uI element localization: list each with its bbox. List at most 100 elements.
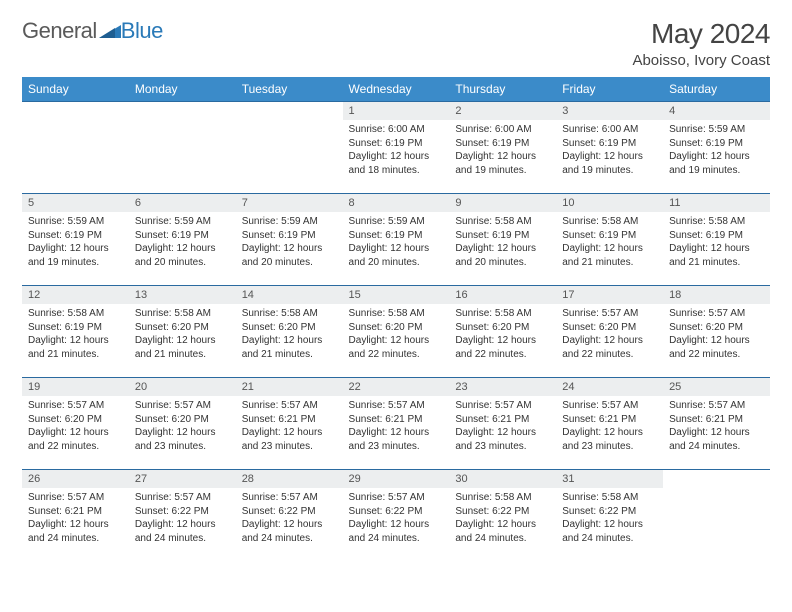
- calendar-day-cell: 3Sunrise: 6:00 AMSunset: 6:19 PMDaylight…: [556, 102, 663, 194]
- day-details: Sunrise: 5:57 AMSunset: 6:22 PMDaylight:…: [236, 488, 343, 550]
- sunset-value: 6:19 PM: [492, 138, 529, 149]
- day-details: Sunrise: 5:57 AMSunset: 6:21 PMDaylight:…: [236, 396, 343, 458]
- weekday-header: Tuesday: [236, 77, 343, 102]
- daylight-value: 12 hours and 20 minutes.: [349, 243, 430, 268]
- calendar-day-cell: 4Sunrise: 5:59 AMSunset: 6:19 PMDaylight…: [663, 102, 770, 194]
- day-details: Sunrise: 5:57 AMSunset: 6:21 PMDaylight:…: [22, 488, 129, 550]
- day-number: 4: [663, 102, 770, 120]
- daylight-value: 12 hours and 24 minutes.: [455, 519, 536, 544]
- day-number: 27: [129, 470, 236, 488]
- daylight-value: 12 hours and 21 minutes.: [242, 335, 323, 360]
- page-header: General Blue May 2024 Aboisso, Ivory Coa…: [22, 18, 770, 69]
- calendar-day-cell: 16Sunrise: 5:58 AMSunset: 6:20 PMDayligh…: [449, 286, 556, 378]
- calendar-day-cell: 25Sunrise: 5:57 AMSunset: 6:21 PMDayligh…: [663, 378, 770, 470]
- sunrise-value: 5:57 AM: [67, 400, 104, 411]
- day-number: 16: [449, 286, 556, 304]
- calendar-day-cell: 1Sunrise: 6:00 AMSunset: 6:19 PMDaylight…: [343, 102, 450, 194]
- daylight-value: 12 hours and 23 minutes.: [349, 427, 430, 452]
- sunrise-value: 5:57 AM: [174, 400, 211, 411]
- sunrise-value: 5:59 AM: [709, 124, 746, 135]
- day-number: 1: [343, 102, 450, 120]
- location-label: Aboisso, Ivory Coast: [632, 52, 770, 69]
- day-number: 28: [236, 470, 343, 488]
- brand-word-1: General: [22, 18, 97, 44]
- daylight-value: 12 hours and 20 minutes.: [135, 243, 216, 268]
- daylight-value: 12 hours and 21 minutes.: [135, 335, 216, 360]
- calendar-day-cell: 21Sunrise: 5:57 AMSunset: 6:21 PMDayligh…: [236, 378, 343, 470]
- day-number: 7: [236, 194, 343, 212]
- daylight-value: 12 hours and 21 minutes.: [28, 335, 109, 360]
- day-details: Sunrise: 5:58 AMSunset: 6:20 PMDaylight:…: [236, 304, 343, 366]
- day-number: 31: [556, 470, 663, 488]
- sunset-value: 6:19 PM: [706, 230, 743, 241]
- day-details: Sunrise: 5:57 AMSunset: 6:20 PMDaylight:…: [129, 396, 236, 458]
- day-number: 30: [449, 470, 556, 488]
- sunset-value: 6:21 PM: [278, 414, 315, 425]
- weekday-header: Thursday: [449, 77, 556, 102]
- sunset-value: 6:20 PM: [172, 414, 209, 425]
- sunrise-value: 5:58 AM: [602, 492, 639, 503]
- sunrise-value: 6:00 AM: [388, 124, 425, 135]
- calendar-day-cell: [663, 470, 770, 562]
- sunrise-value: 5:57 AM: [602, 308, 639, 319]
- sunrise-value: 5:58 AM: [388, 308, 425, 319]
- daylight-value: 12 hours and 19 minutes.: [669, 151, 750, 176]
- day-details: Sunrise: 6:00 AMSunset: 6:19 PMDaylight:…: [449, 120, 556, 182]
- sunrise-value: 5:58 AM: [495, 492, 532, 503]
- day-details: Sunrise: 5:59 AMSunset: 6:19 PMDaylight:…: [663, 120, 770, 182]
- daylight-value: 12 hours and 23 minutes.: [135, 427, 216, 452]
- calendar-day-cell: 23Sunrise: 5:57 AMSunset: 6:21 PMDayligh…: [449, 378, 556, 470]
- day-number: 9: [449, 194, 556, 212]
- day-details: Sunrise: 5:58 AMSunset: 6:19 PMDaylight:…: [22, 304, 129, 366]
- day-details: Sunrise: 5:57 AMSunset: 6:21 PMDaylight:…: [449, 396, 556, 458]
- sunrise-value: 5:57 AM: [495, 400, 532, 411]
- calendar-day-cell: 17Sunrise: 5:57 AMSunset: 6:20 PMDayligh…: [556, 286, 663, 378]
- sunset-value: 6:20 PM: [599, 322, 636, 333]
- sunset-value: 6:20 PM: [65, 414, 102, 425]
- sunset-value: 6:21 PM: [385, 414, 422, 425]
- sunrise-value: 5:57 AM: [388, 400, 425, 411]
- daylight-value: 12 hours and 21 minutes.: [562, 243, 643, 268]
- calendar-day-cell: 29Sunrise: 5:57 AMSunset: 6:22 PMDayligh…: [343, 470, 450, 562]
- sunset-value: 6:19 PM: [492, 230, 529, 241]
- calendar-day-cell: 22Sunrise: 5:57 AMSunset: 6:21 PMDayligh…: [343, 378, 450, 470]
- day-details: Sunrise: 6:00 AMSunset: 6:19 PMDaylight:…: [343, 120, 450, 182]
- sunset-value: 6:20 PM: [385, 322, 422, 333]
- calendar-table: Sunday Monday Tuesday Wednesday Thursday…: [22, 77, 770, 562]
- day-number: 3: [556, 102, 663, 120]
- calendar-day-cell: 10Sunrise: 5:58 AMSunset: 6:19 PMDayligh…: [556, 194, 663, 286]
- daylight-value: 12 hours and 24 minutes.: [242, 519, 323, 544]
- sunrise-value: 6:00 AM: [495, 124, 532, 135]
- daylight-value: 12 hours and 18 minutes.: [349, 151, 430, 176]
- sunset-value: 6:21 PM: [599, 414, 636, 425]
- calendar-day-cell: 31Sunrise: 5:58 AMSunset: 6:22 PMDayligh…: [556, 470, 663, 562]
- calendar-day-cell: 2Sunrise: 6:00 AMSunset: 6:19 PMDaylight…: [449, 102, 556, 194]
- daylight-value: 12 hours and 23 minutes.: [242, 427, 323, 452]
- weekday-header: Sunday: [22, 77, 129, 102]
- sunset-value: 6:19 PM: [599, 138, 636, 149]
- calendar-day-cell: 8Sunrise: 5:59 AMSunset: 6:19 PMDaylight…: [343, 194, 450, 286]
- sunrise-value: 5:57 AM: [709, 308, 746, 319]
- day-details: Sunrise: 5:57 AMSunset: 6:21 PMDaylight:…: [556, 396, 663, 458]
- sunset-value: 6:22 PM: [278, 506, 315, 517]
- sunrise-value: 5:57 AM: [602, 400, 639, 411]
- daylight-value: 12 hours and 20 minutes.: [455, 243, 536, 268]
- calendar-day-cell: 24Sunrise: 5:57 AMSunset: 6:21 PMDayligh…: [556, 378, 663, 470]
- day-number: 23: [449, 378, 556, 396]
- sunset-value: 6:19 PM: [706, 138, 743, 149]
- daylight-value: 12 hours and 19 minutes.: [562, 151, 643, 176]
- daylight-value: 12 hours and 19 minutes.: [455, 151, 536, 176]
- sunset-value: 6:20 PM: [706, 322, 743, 333]
- day-number: 8: [343, 194, 450, 212]
- weekday-header: Saturday: [663, 77, 770, 102]
- calendar-day-cell: 12Sunrise: 5:58 AMSunset: 6:19 PMDayligh…: [22, 286, 129, 378]
- sunset-value: 6:20 PM: [278, 322, 315, 333]
- day-number: 29: [343, 470, 450, 488]
- daylight-value: 12 hours and 22 minutes.: [28, 427, 109, 452]
- calendar-week-row: 12Sunrise: 5:58 AMSunset: 6:19 PMDayligh…: [22, 286, 770, 378]
- day-number: 6: [129, 194, 236, 212]
- day-number: 17: [556, 286, 663, 304]
- day-details: Sunrise: 5:58 AMSunset: 6:20 PMDaylight:…: [129, 304, 236, 366]
- calendar-day-cell: 18Sunrise: 5:57 AMSunset: 6:20 PMDayligh…: [663, 286, 770, 378]
- day-details: Sunrise: 5:59 AMSunset: 6:19 PMDaylight:…: [22, 212, 129, 274]
